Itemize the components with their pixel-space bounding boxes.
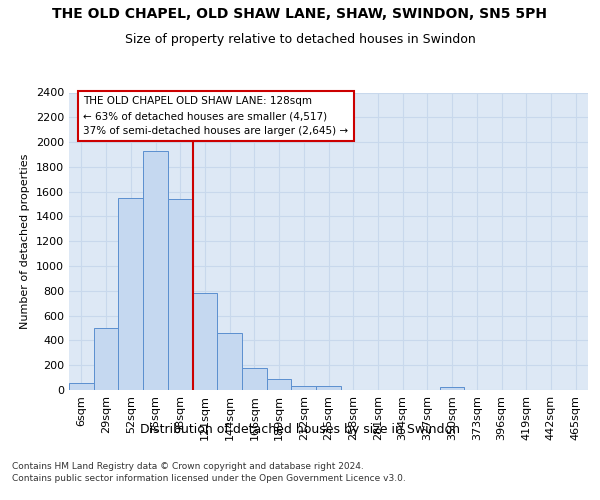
- Text: Contains public sector information licensed under the Open Government Licence v3: Contains public sector information licen…: [12, 474, 406, 483]
- Text: THE OLD CHAPEL, OLD SHAW LANE, SHAW, SWINDON, SN5 5PH: THE OLD CHAPEL, OLD SHAW LANE, SHAW, SWI…: [53, 8, 548, 22]
- Text: Contains HM Land Registry data © Crown copyright and database right 2024.: Contains HM Land Registry data © Crown c…: [12, 462, 364, 471]
- Bar: [193, 294, 217, 390]
- Bar: [217, 333, 242, 390]
- Text: Distribution of detached houses by size in Swindon: Distribution of detached houses by size …: [140, 422, 460, 436]
- Bar: [316, 386, 341, 390]
- Bar: [168, 199, 193, 390]
- Text: THE OLD CHAPEL OLD SHAW LANE: 128sqm
← 63% of detached houses are smaller (4,517: THE OLD CHAPEL OLD SHAW LANE: 128sqm ← 6…: [83, 96, 349, 136]
- Bar: [94, 328, 118, 390]
- Bar: [267, 379, 292, 390]
- Text: Size of property relative to detached houses in Swindon: Size of property relative to detached ho…: [125, 32, 475, 46]
- Bar: [292, 386, 316, 390]
- Bar: [143, 151, 168, 390]
- Y-axis label: Number of detached properties: Number of detached properties: [20, 154, 31, 329]
- Bar: [242, 368, 267, 390]
- Bar: [440, 387, 464, 390]
- Bar: [118, 198, 143, 390]
- Bar: [69, 383, 94, 390]
